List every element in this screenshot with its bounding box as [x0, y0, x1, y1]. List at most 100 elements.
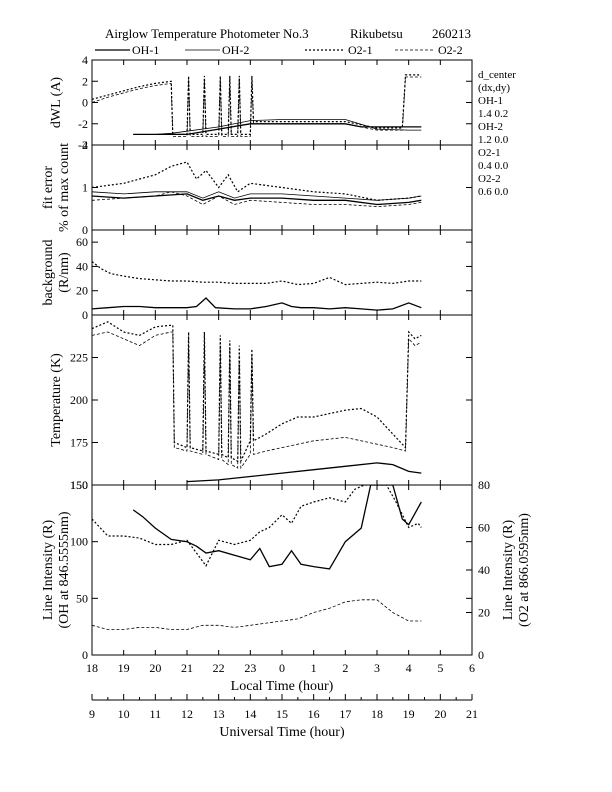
local-time-tick-label: 19: [118, 661, 130, 675]
series-line-o2-1: [92, 485, 422, 567]
ut-tick-label: 13: [213, 707, 225, 721]
y-tick-label: -4: [78, 138, 88, 152]
ut-tick-label: 14: [244, 707, 256, 721]
local-time-tick-label: 2: [342, 661, 348, 675]
series-line-o2-2: [92, 76, 422, 137]
d-center-row-value: 1.4 0.2: [478, 108, 508, 120]
series-group: [92, 485, 422, 630]
local-time-tick-label: 22: [213, 661, 225, 675]
series-group: [92, 261, 422, 311]
ut-tick-label: 11: [150, 707, 162, 721]
panel-frame: [91, 484, 473, 656]
legend-label: OH-1: [132, 43, 159, 57]
y-right-tick-label: 80: [478, 478, 490, 492]
d-center-row-label: OH-1: [478, 95, 503, 107]
panel: 0 1 2 fit error% of max count: [41, 138, 473, 237]
y-tick-label: 1: [82, 181, 88, 195]
ut-tick-label: 17: [339, 707, 351, 721]
series-group: [92, 321, 422, 483]
series-group: [92, 161, 422, 208]
series-line-oh-1: [92, 193, 422, 206]
local-time-tick-label: 4: [406, 661, 412, 675]
local-time-tick-label: 18: [86, 661, 98, 675]
y-axis-label: dWL (A): [49, 77, 64, 129]
y-right-tick-label: 60: [478, 521, 490, 535]
series-line-oh-1: [132, 485, 422, 570]
y-tick-label: 150: [70, 478, 88, 492]
y-right-tick-label: 0: [478, 648, 484, 662]
local-time-tick-label: 5: [437, 661, 443, 675]
local-time-tick-label: 21: [181, 661, 193, 675]
station-name: Rikubetsu: [350, 26, 403, 41]
y-tick-label: -2: [78, 117, 88, 131]
series-line-o2-2: [92, 599, 422, 630]
ut-tick-label: 16: [308, 707, 320, 721]
y-tick-label: 100: [70, 535, 88, 549]
y-tick-label: 200: [70, 393, 88, 407]
y-tick-label: 0: [82, 648, 88, 662]
ut-tick-label: 10: [118, 707, 130, 721]
legend-label: O2-1: [348, 43, 373, 57]
d-center-row-value: 0.6 0.0: [478, 186, 509, 198]
ut-tick-label: 19: [403, 707, 415, 721]
local-time-axis-label: Local Time (hour): [231, 679, 334, 694]
y-tick-label: 0: [82, 223, 88, 237]
legend: OH-1 OH-2 O2-1 O2-2: [95, 43, 463, 57]
ut-tick-label: 20: [434, 707, 446, 721]
legend-label: OH-2: [222, 43, 249, 57]
local-time-tick-label: 23: [244, 661, 256, 675]
panel-frame: [91, 314, 473, 486]
ut-tick-label: 21: [466, 707, 478, 721]
d-center-row-label: O2-2: [478, 173, 501, 185]
y-axis-label: fit error: [41, 166, 56, 209]
y-tick-label: 4: [82, 53, 88, 67]
series-line-o2-2: [92, 331, 422, 470]
series-line-oh-2: [92, 191, 422, 201]
y-axis-label-2: (R/nm): [57, 252, 72, 293]
y-tick-label: 225: [70, 351, 88, 365]
series-line-o2-1: [92, 74, 422, 135]
y-right-tick-label: 40: [478, 563, 490, 577]
d-center-title: d_center: [478, 69, 516, 81]
ut-tick-label: 15: [276, 707, 288, 721]
local-time-tick-label: 20: [149, 661, 161, 675]
chart-title: Airglow Temperature Photometer No.3: [105, 26, 309, 41]
panel-frame: [91, 144, 473, 231]
series-line-oh-1: [92, 297, 422, 311]
panel: 0 20 40 60 background (R/nm): [41, 229, 473, 322]
y-tick-label: 175: [70, 436, 88, 450]
d-center-row-value: 1.2 0.0: [478, 134, 509, 146]
y-tick-label: 60: [76, 235, 88, 249]
d-center-row-label: O2-1: [478, 147, 501, 159]
series-group: [92, 74, 422, 137]
chart-panels: -4 -2 0 2 4 dWL (A) 0 1 2 fit error% of max count…: [41, 53, 532, 662]
ut-tick-label: 18: [371, 707, 383, 721]
d-center-row-label: OH-2: [478, 121, 503, 133]
y-axis-label: Line Intensity (R): [41, 520, 56, 621]
y-axis-label-2: (OH at 846.5555nm): [57, 511, 72, 628]
y-tick-label: 2: [82, 138, 88, 152]
series-line-oh-1: [186, 462, 422, 483]
series-line-o2-1: [92, 321, 422, 463]
y-right-tick-label: 20: [478, 606, 490, 620]
legend-label: O2-2: [438, 43, 463, 57]
y-tick-label: 20: [76, 284, 88, 298]
y-right-axis-label: Line Intensity (R): [501, 520, 516, 621]
y-tick-label: 0: [82, 96, 88, 110]
d-center-row-value: 0.4 0.0: [478, 160, 509, 172]
ut-tick-label: 9: [89, 707, 95, 721]
series-line-o2-1: [92, 161, 422, 201]
local-time-tick-label: 1: [311, 661, 317, 675]
y-tick-label: 150: [70, 478, 88, 492]
chart-date: 260213: [432, 26, 471, 41]
figure-header: Airglow Temperature Photometer No.3 Riku…: [105, 26, 471, 41]
ut-axis-label: Universal Time (hour): [219, 725, 345, 740]
panel-frame: [91, 59, 473, 146]
panel: 150 175 200 225 Temperature (K): [49, 314, 473, 492]
series-line-o2-2: [92, 191, 422, 208]
ut-tick-label: 12: [181, 707, 193, 721]
series-line-o2-1: [92, 261, 422, 286]
local-time-tick-label: 3: [374, 661, 380, 675]
